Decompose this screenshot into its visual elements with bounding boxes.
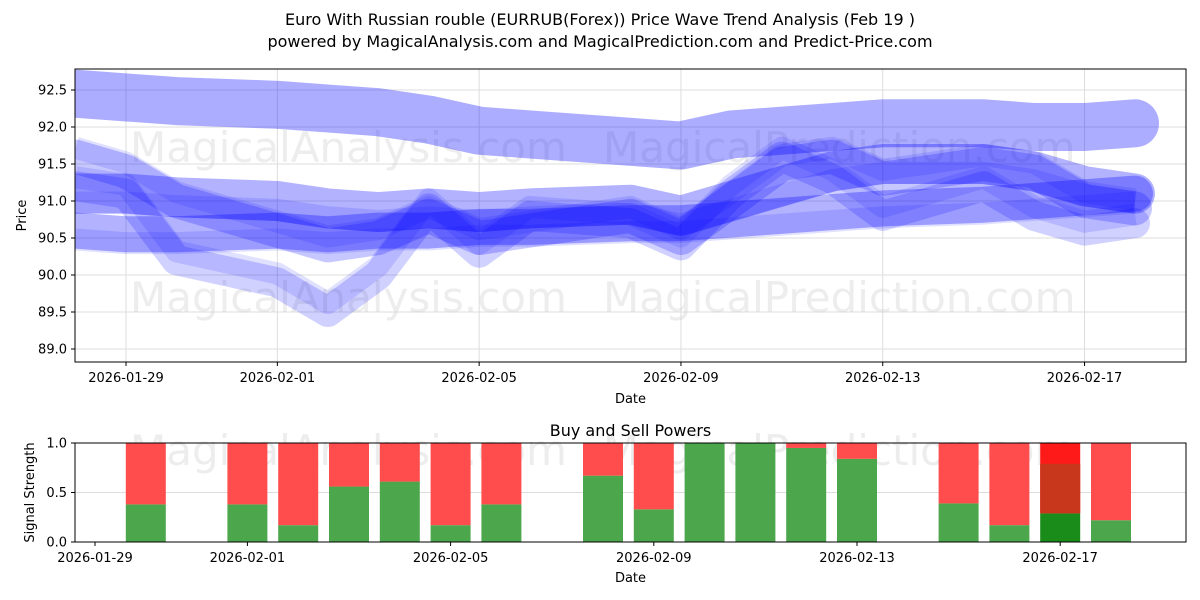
y-tick-label: 1.0 bbox=[46, 437, 67, 452]
y-axis-label: Signal Strength bbox=[23, 442, 38, 542]
sell-bar bbox=[786, 443, 827, 448]
sell-bar bbox=[837, 443, 877, 459]
x-tick-label: 2026-02-09 bbox=[643, 371, 719, 386]
sell-bar bbox=[430, 443, 471, 526]
overlap-bar bbox=[1040, 463, 1081, 514]
buy-bar bbox=[227, 504, 268, 542]
x-tick-label: 2026-02-17 bbox=[1047, 371, 1123, 386]
y-axis-label: Price bbox=[15, 200, 30, 232]
sell-bar bbox=[125, 443, 166, 505]
y-tick-label: 91.5 bbox=[38, 158, 67, 173]
sell-bar bbox=[278, 443, 319, 526]
x-tick-label: 2026-02-13 bbox=[819, 551, 895, 566]
y-tick-label: 91.0 bbox=[38, 195, 67, 210]
buy-bar bbox=[379, 481, 420, 542]
sell-bar bbox=[329, 443, 369, 487]
sell-bar bbox=[481, 443, 522, 505]
wave-band bbox=[75, 69, 1159, 170]
watermark: MagicalAnalysis.com bbox=[130, 426, 567, 475]
buy-bar bbox=[125, 504, 166, 542]
watermark: MagicalPrediction.com bbox=[603, 273, 1076, 322]
y-tick-label: 92.0 bbox=[38, 121, 67, 136]
wave-band bbox=[75, 191, 1136, 255]
chart-subtitle: powered by MagicalAnalysis.com and Magic… bbox=[267, 32, 933, 51]
x-axis-label: Date bbox=[615, 392, 646, 407]
x-tick-label: 2026-02-01 bbox=[210, 551, 286, 566]
sell-bar bbox=[938, 443, 979, 504]
buy-bar bbox=[278, 525, 319, 542]
x-tick-label: 2026-01-29 bbox=[57, 551, 133, 566]
wave-band bbox=[75, 175, 1153, 253]
x-tick-label: 2026-02-01 bbox=[240, 371, 316, 386]
plot-frame bbox=[74, 442, 1187, 543]
sell-bar bbox=[1040, 443, 1081, 514]
y-tick-label: 90.5 bbox=[38, 232, 67, 247]
x-tick-label: 2026-02-09 bbox=[616, 551, 692, 566]
sell-bar bbox=[1091, 443, 1131, 521]
sell-bar bbox=[583, 443, 623, 476]
x-tick-label: 2026-01-29 bbox=[88, 371, 164, 386]
buy-bar bbox=[633, 509, 674, 542]
x-tick-label: 2026-02-13 bbox=[845, 371, 921, 386]
y-tick-label: 92.5 bbox=[38, 84, 67, 99]
wave-band bbox=[75, 161, 1137, 236]
wave-band bbox=[75, 144, 1155, 236]
sell-bar bbox=[633, 443, 674, 510]
watermark: MagicalPrediction.com bbox=[603, 123, 1076, 172]
x-tick-label: 2026-02-05 bbox=[441, 371, 517, 386]
buy-bar bbox=[481, 504, 522, 542]
wave-band bbox=[75, 136, 1137, 315]
buy-bar bbox=[583, 475, 623, 542]
y-tick-label: 0.0 bbox=[46, 536, 67, 551]
sell-bar bbox=[989, 443, 1030, 526]
y-tick-label: 89.0 bbox=[38, 343, 67, 358]
watermark: MagicalAnalysis.com bbox=[130, 123, 567, 172]
buy-bar bbox=[329, 486, 369, 542]
y-tick-label: 0.5 bbox=[46, 486, 67, 501]
x-axis-label: Date bbox=[615, 571, 646, 586]
wave-band bbox=[75, 136, 1137, 248]
subchart-title: Buy and Sell Powers bbox=[550, 421, 712, 440]
price-wave-chart: MagicalAnalysis.com MagicalAnalysis.com Ma… bbox=[15, 68, 1187, 407]
buy-bar bbox=[786, 447, 827, 542]
y-tick-label: 89.5 bbox=[38, 306, 67, 321]
sell-bar bbox=[227, 443, 268, 505]
buy-bar bbox=[684, 443, 725, 542]
buy-bar bbox=[735, 443, 776, 542]
watermark: MagicalAnalysis.com bbox=[130, 273, 567, 322]
buy-bar bbox=[430, 525, 471, 542]
y-tick-label: 90.0 bbox=[38, 269, 67, 284]
wave-band bbox=[75, 139, 1152, 263]
buy-bar bbox=[837, 458, 877, 542]
plot-frame bbox=[74, 68, 1187, 363]
watermark: MagicalPrediction.com bbox=[603, 426, 1076, 475]
buy-bar bbox=[989, 525, 1030, 542]
chart-title: Euro With Russian rouble (EURRUB(Forex))… bbox=[285, 10, 915, 29]
buy-bar bbox=[938, 503, 979, 542]
sell-bar bbox=[379, 443, 420, 482]
wave-band bbox=[75, 141, 1150, 327]
buy-bar bbox=[1091, 520, 1131, 542]
x-tick-label: 2026-02-05 bbox=[413, 551, 489, 566]
x-tick-label: 2026-02-17 bbox=[1022, 551, 1098, 566]
buy-bar bbox=[1040, 513, 1081, 542]
